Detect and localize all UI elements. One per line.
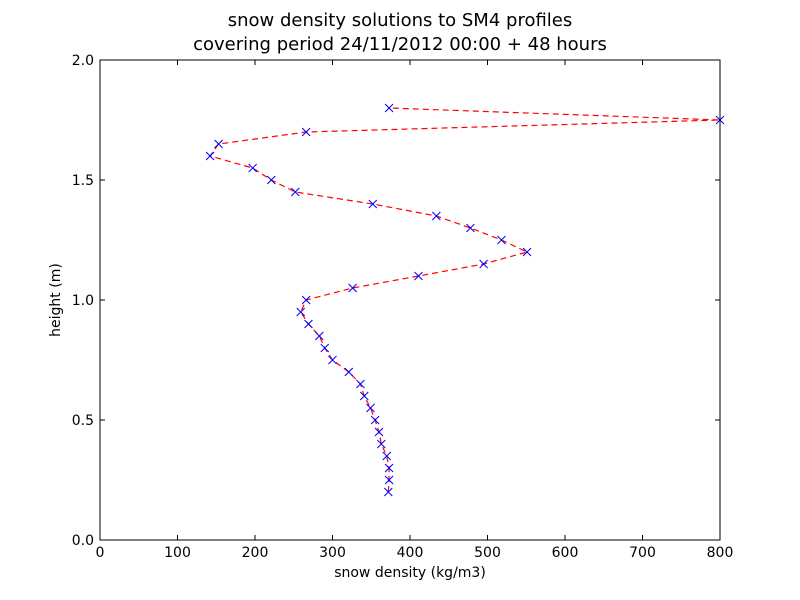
marker-stroke: [248, 163, 258, 173]
marker-stroke: [205, 151, 215, 161]
data-point-marker: [344, 367, 354, 377]
data-point-marker: [296, 307, 306, 317]
marker-stroke: [522, 247, 532, 257]
data-point-marker: [248, 163, 258, 173]
marker-stroke: [320, 343, 330, 353]
marker-stroke: [382, 451, 392, 461]
data-point-marker: [348, 283, 358, 293]
marker-stroke: [383, 487, 393, 497]
marker-stroke: [384, 463, 394, 473]
data-point-marker: [370, 415, 380, 425]
marker-stroke: [314, 331, 324, 341]
marker-stroke: [384, 103, 394, 113]
marker-stroke: [301, 127, 311, 137]
data-point-marker: [304, 319, 313, 329]
marker-stroke: [431, 211, 441, 221]
data-point-marker: [431, 211, 441, 221]
marker-stroke: [304, 319, 313, 329]
data-point-marker: [320, 343, 330, 353]
data-point-marker: [466, 223, 475, 233]
chart-subtitle: covering period 24/11/2012 00:00 + 48 ho…: [193, 34, 607, 55]
data-point-marker: [301, 295, 311, 305]
data-point-marker: [366, 403, 375, 413]
data-point-marker: [205, 151, 215, 161]
data-point-marker: [497, 235, 506, 245]
marker-stroke: [344, 367, 354, 377]
data-point-marker: [374, 427, 384, 437]
data-point-marker: [522, 247, 532, 257]
marker-stroke: [266, 175, 276, 185]
x-tick-label: 300: [319, 545, 346, 561]
marker-stroke: [290, 187, 300, 197]
plot-frame: [99, 59, 721, 541]
data-point-marker: [266, 175, 276, 185]
x-tick-label: 0: [96, 545, 105, 561]
x-tick-label: 100: [164, 545, 191, 561]
data-point-marker: [368, 199, 378, 209]
marker-stroke: [414, 271, 423, 281]
x-tick-label: 200: [242, 545, 269, 561]
x-tick-label: 500: [474, 545, 501, 561]
marker-stroke: [368, 199, 378, 209]
data-point-marker: [356, 379, 365, 389]
marker-stroke: [328, 355, 337, 365]
tick-layer: 0 100 200 300 400 500 600 700 800 0.0 0.5 1.0 1.5 2.0: [72, 53, 734, 561]
marker-stroke: [359, 391, 369, 401]
marker-stroke: [356, 379, 365, 389]
y-tick-label: 2.0: [72, 53, 94, 69]
plot-area: [100, 60, 720, 540]
marker-stroke: [376, 439, 386, 449]
data-point-marker: [384, 463, 394, 473]
data-point-marker: [414, 271, 423, 281]
y-tick-label: 0.0: [72, 533, 94, 549]
marker-stroke: [466, 223, 475, 233]
data-point-marker: [384, 475, 394, 485]
chart-title: snow density solutions to SM4 profiles: [227, 10, 573, 31]
x-axis-label: snow density (kg/m3): [334, 565, 486, 581]
data-point-marker: [376, 439, 386, 449]
y-axis-label: height (m): [48, 263, 64, 337]
x-tick-label: 700: [629, 545, 656, 561]
y-tick-label: 1.0: [72, 293, 94, 309]
y-tick-label: 1.5: [72, 173, 94, 189]
series-layer: [205, 103, 725, 497]
marker-stroke: [497, 235, 506, 245]
data-point-marker: [301, 127, 311, 137]
data-point-marker: [290, 187, 300, 197]
data-point-marker: [328, 355, 337, 365]
x-tick-label: 400: [397, 545, 424, 561]
marker-stroke: [370, 415, 380, 425]
marker-stroke: [366, 403, 375, 413]
marker-stroke: [301, 295, 311, 305]
data-point-marker: [359, 391, 369, 401]
x-tick-label: 600: [552, 545, 579, 561]
x-tick-label: 800: [707, 545, 734, 561]
marker-stroke: [384, 475, 394, 485]
data-point-marker: [214, 139, 223, 149]
marker-stroke: [479, 259, 488, 269]
marker-stroke: [374, 427, 384, 437]
marker-stroke: [296, 307, 306, 317]
marker-stroke: [348, 283, 358, 293]
data-point-marker: [314, 331, 324, 341]
marker-stroke: [214, 139, 223, 149]
y-tick-label: 0.5: [72, 413, 94, 429]
data-point-marker: [382, 451, 392, 461]
data-point-marker: [479, 259, 488, 269]
data-point-marker: [384, 103, 394, 113]
data-point-marker: [383, 487, 393, 497]
